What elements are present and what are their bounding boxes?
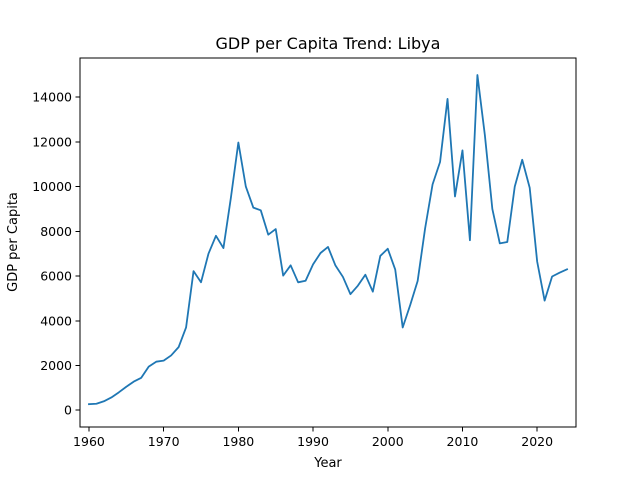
y-axis-label: GDP per Capita: [6, 192, 21, 292]
y-tick-label: 4000: [40, 313, 72, 328]
y-tick-label: 6000: [40, 269, 72, 284]
plot-area: [79, 57, 577, 428]
y-tick-label: 10000: [32, 179, 72, 194]
x-tick-label: 1980: [222, 434, 254, 449]
series-line: [88, 74, 569, 406]
x-tick-label: 1990: [297, 434, 329, 449]
plot-frame: [79, 57, 577, 428]
y-tick-label: 0: [64, 403, 72, 418]
x-axis: 1960 1970 1980 1990 2000 2010 2020: [73, 427, 553, 449]
y-tick-label: 12000: [32, 134, 72, 149]
x-tick-label: 1970: [148, 434, 180, 449]
y-tick-label: 2000: [40, 358, 72, 373]
x-axis-label: Year: [313, 456, 342, 471]
y-tick-label: 14000: [32, 90, 72, 105]
chart-title: GDP per Capita Trend: Libya: [216, 34, 441, 53]
x-tick-label: 2000: [372, 434, 404, 449]
y-tick-label: 8000: [40, 224, 72, 239]
x-tick-label: 2020: [521, 434, 553, 449]
x-tick-label: 1960: [73, 434, 105, 449]
y-axis: 0 2000 4000 6000 8000 10000 12000 14000: [32, 90, 80, 418]
x-tick-label: 2010: [447, 434, 479, 449]
